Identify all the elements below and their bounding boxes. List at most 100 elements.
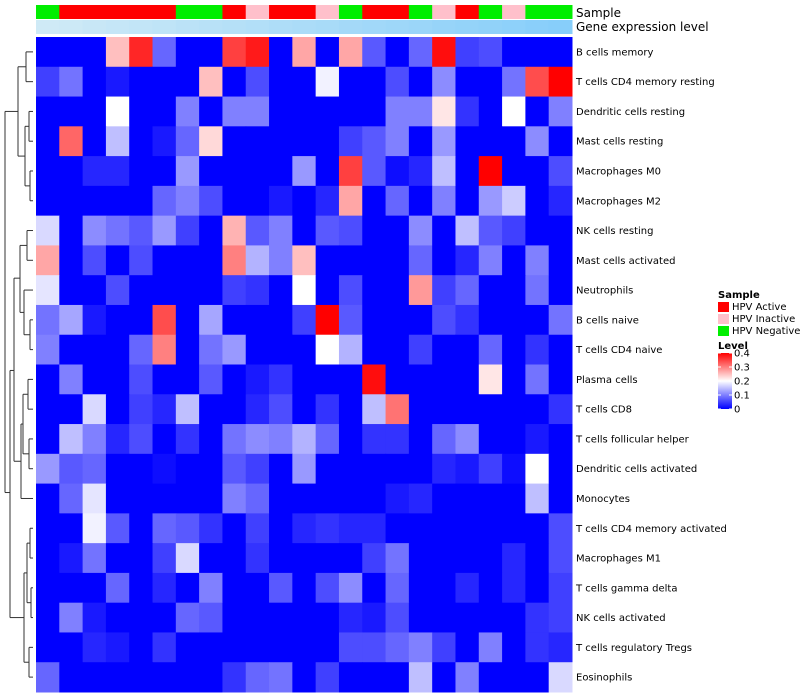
heatmap-cell <box>432 334 456 365</box>
gene-level-annotation-cell <box>315 20 340 34</box>
heatmap-cell <box>548 513 573 544</box>
heatmap-cell <box>129 304 154 336</box>
heatmap-cell <box>105 572 130 604</box>
heatmap-cell <box>315 37 340 68</box>
gene-level-annotation-cell <box>338 20 363 34</box>
heatmap-cell <box>199 483 223 514</box>
heatmap-cell <box>105 185 130 217</box>
heatmap-cell <box>175 156 200 187</box>
heatmap-cell <box>59 156 84 187</box>
heatmap-cell <box>36 304 60 336</box>
heatmap-cell <box>315 543 340 574</box>
heatmap-cell <box>502 37 526 68</box>
heatmap-cell <box>385 304 410 336</box>
heatmap-cell <box>199 275 223 306</box>
sample-annotation-cell <box>525 5 550 19</box>
heatmap-cell <box>548 304 573 336</box>
heatmap-cell <box>129 602 154 633</box>
sample-annotation-cell <box>502 5 526 19</box>
heatmap-cell <box>152 215 177 246</box>
row-label: NK cells activated <box>576 613 666 624</box>
heatmap-cell <box>245 632 270 663</box>
heatmap-cell <box>82 483 107 514</box>
heatmap-cell <box>175 364 200 395</box>
heatmap-cell <box>152 66 177 98</box>
gene-level-annotation-cell <box>385 20 410 34</box>
heatmap-cell <box>175 543 200 574</box>
heatmap-cell <box>269 156 293 187</box>
heatmap-cell <box>362 185 387 217</box>
heatmap-cell <box>269 245 293 276</box>
heatmap-cell <box>36 394 60 425</box>
heatmap-cell <box>478 96 503 127</box>
gene-level-annotation-cell <box>502 20 526 34</box>
heatmap-cell <box>175 424 200 455</box>
sample-annotation-cell <box>82 5 107 19</box>
heatmap-cell <box>315 156 340 187</box>
heatmap-cell <box>455 513 480 544</box>
heatmap-cell <box>292 364 317 395</box>
sample-annotation-cell <box>455 5 480 19</box>
heatmap-cell <box>432 453 456 485</box>
heatmap-cell <box>245 364 270 395</box>
heatmap-cell <box>385 543 410 574</box>
sample-annotation-cell <box>315 5 340 19</box>
sample-annotation-cell <box>59 5 84 19</box>
heatmap-cell <box>502 245 526 276</box>
heatmap-cell <box>432 424 456 455</box>
heatmap-cell <box>292 156 317 187</box>
heatmap-cell <box>36 632 60 663</box>
heatmap-cell <box>269 66 293 98</box>
heatmap-cell <box>82 424 107 455</box>
heatmap-cell <box>82 156 107 187</box>
heatmap-cell <box>129 483 154 514</box>
heatmap-cell <box>455 543 480 574</box>
heatmap-cell <box>129 156 154 187</box>
heatmap-cell <box>245 513 270 544</box>
heatmap-cell <box>269 96 293 127</box>
heatmap-cell <box>338 364 363 395</box>
heatmap-cell <box>269 215 293 246</box>
heatmap-cell <box>245 156 270 187</box>
heatmap-cell <box>175 632 200 663</box>
heatmap-cell <box>175 572 200 604</box>
heatmap-cell <box>292 66 317 98</box>
row-label: Monocytes <box>576 494 630 505</box>
heatmap-cell <box>36 424 60 455</box>
heatmap-cell <box>525 364 550 395</box>
heatmap-cell <box>362 66 387 98</box>
heatmap-cell <box>175 662 200 693</box>
sample-annotation-cell <box>129 5 154 19</box>
heatmap-cell <box>59 424 84 455</box>
heatmap-cell <box>315 394 340 425</box>
heatmap-cell <box>59 37 84 68</box>
legend-tick-label: 0 <box>734 405 740 416</box>
heatmap-cell <box>36 185 60 217</box>
heatmap-cell <box>199 334 223 365</box>
heatmap-cell <box>152 602 177 633</box>
heatmap-cell <box>222 602 247 633</box>
heatmap-cell <box>478 185 503 217</box>
heatmap-cell <box>269 394 293 425</box>
heatmap-cell <box>525 334 550 365</box>
heatmap-cell <box>432 215 456 246</box>
heatmap-cell <box>245 245 270 276</box>
heatmap-cell <box>152 364 177 395</box>
heatmap-cell <box>525 66 550 98</box>
heatmap-cell <box>338 156 363 187</box>
heatmap-cell <box>432 245 456 276</box>
annotation-bars <box>36 5 573 34</box>
heatmap-cell <box>525 185 550 217</box>
sample-annotation-cell <box>269 5 293 19</box>
heatmap-cell <box>548 66 573 98</box>
heatmap-cell <box>59 96 84 127</box>
heatmap-cell <box>362 215 387 246</box>
heatmap-cell <box>175 215 200 246</box>
heatmap-cell <box>362 37 387 68</box>
heatmap-cell <box>105 424 130 455</box>
heatmap-cell <box>82 572 107 604</box>
heatmap-cell <box>525 543 550 574</box>
sample-annotation-cell <box>338 5 363 19</box>
heatmap-cell <box>269 126 293 157</box>
